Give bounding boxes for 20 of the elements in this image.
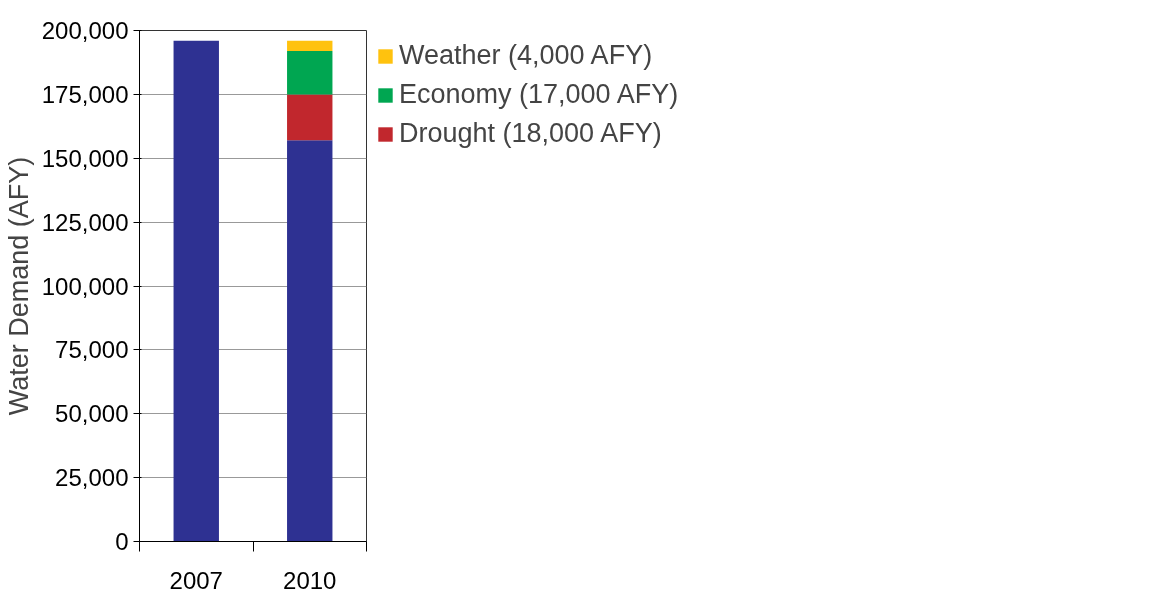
x-tick-label: 2007	[169, 566, 223, 594]
y-tick-label: 125,000	[41, 208, 129, 236]
y-tick-label: 150,000	[41, 144, 129, 172]
x-tick-label: 2010	[283, 566, 337, 594]
bar	[287, 94, 333, 141]
bar	[287, 50, 333, 95]
y-axis-title: Water Demand (AFY)	[3, 156, 34, 416]
legend-label: Economy (17,000 AFY)	[399, 79, 679, 110]
y-tick-label: 0	[115, 528, 129, 555]
bar	[173, 40, 219, 542]
y-tick-label: 50,000	[55, 400, 129, 428]
y-tick-label: 200,000	[41, 17, 129, 44]
y-tick-label: 75,000	[55, 336, 129, 364]
legend-label: Drought (18,000 AFY)	[399, 118, 662, 149]
y-tick-label: 175,000	[41, 80, 129, 108]
legend-label: Weather (4,000 AFY)	[399, 40, 653, 71]
y-tick-label: 100,000	[41, 272, 129, 300]
bar	[287, 140, 333, 542]
bar	[287, 40, 333, 51]
y-tick-label: 25,000	[55, 464, 129, 492]
